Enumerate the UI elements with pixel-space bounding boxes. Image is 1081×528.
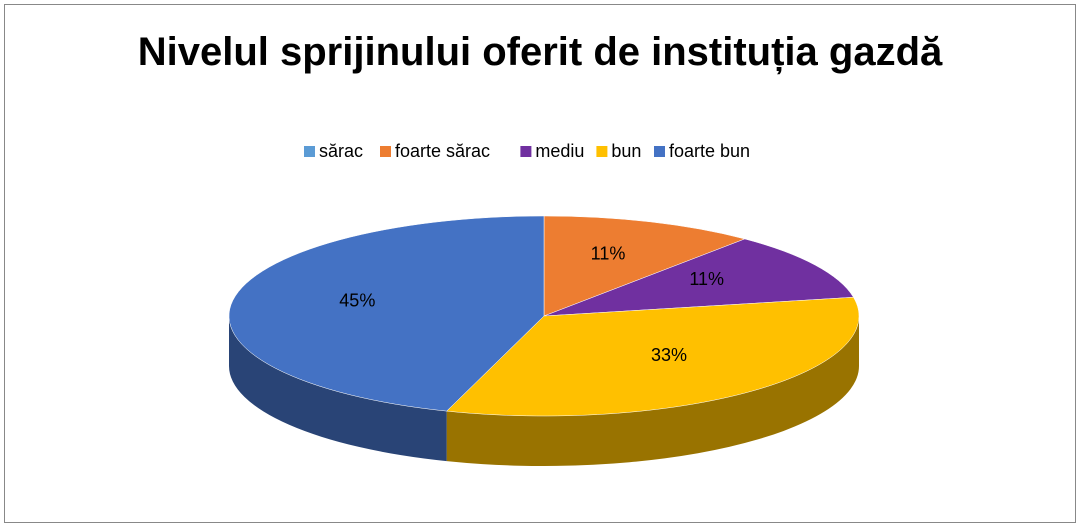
legend-label: bun (611, 141, 641, 161)
data-label: 11% (689, 269, 724, 289)
slice (446, 297, 860, 417)
slice (228, 215, 545, 412)
legend-swatch (596, 146, 608, 157)
data-label: 33% (651, 345, 687, 365)
legend-label: foarte bun (669, 141, 750, 161)
slice (543, 215, 746, 317)
slice (543, 238, 854, 317)
legend-swatch (380, 146, 391, 157)
data-label: 11% (591, 243, 626, 263)
legend-swatch (520, 146, 532, 157)
legend-label: mediu (535, 141, 584, 161)
legend-swatch (304, 146, 315, 157)
legend-label: foarte sărac (395, 141, 490, 161)
chart-border (4, 4, 1076, 523)
chart-title: Nivelul sprijinului oferit de instituția… (137, 30, 943, 74)
data-label: 45% (339, 290, 375, 310)
legend-swatch (654, 146, 665, 157)
slice-side (446, 316, 859, 466)
slice-side (229, 316, 447, 462)
legend-label: sărac (319, 141, 363, 161)
